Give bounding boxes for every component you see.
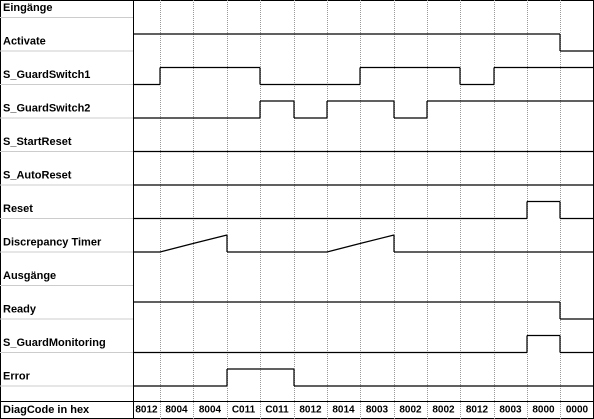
row-label: Discrepancy Timer [3, 236, 102, 248]
diag-code: 0000 [566, 405, 589, 416]
diag-code: 8002 [432, 405, 455, 416]
diag-code: 8012 [299, 405, 322, 416]
row-label: Reset [3, 203, 33, 215]
row-label: S_GuardMonitoring [3, 337, 106, 349]
timer-segment [326, 242, 361, 253]
diag-code: 8012 [466, 405, 489, 416]
diag-code: 8002 [399, 405, 422, 416]
timer-segment [159, 242, 194, 253]
diag-code: C011 [265, 405, 289, 416]
diag-code: 8012 [135, 405, 158, 416]
diag-code: 8004 [165, 405, 188, 416]
timer-segment [359, 234, 395, 245]
diag-code: 8014 [332, 405, 355, 416]
diag-label: DiagCode in hex [3, 404, 90, 416]
row-label: Eingänge [3, 2, 53, 14]
row-label: Error [3, 370, 31, 382]
row-label: S_GuardSwitch1 [3, 69, 90, 81]
diag-code: 8000 [532, 405, 555, 416]
row-label: Ausgänge [3, 270, 56, 282]
timer-segment [192, 234, 228, 245]
row-label: S_GuardSwitch2 [3, 102, 90, 114]
diag-code: 8003 [499, 405, 522, 416]
diag-code: 8004 [199, 405, 222, 416]
diag-code: C011 [232, 405, 256, 416]
diag-code: 8003 [366, 405, 389, 416]
row-label: S_AutoReset [3, 169, 72, 181]
row-label: Activate [3, 35, 46, 47]
row-label: S_StartReset [3, 136, 72, 148]
row-label: Ready [3, 303, 37, 315]
